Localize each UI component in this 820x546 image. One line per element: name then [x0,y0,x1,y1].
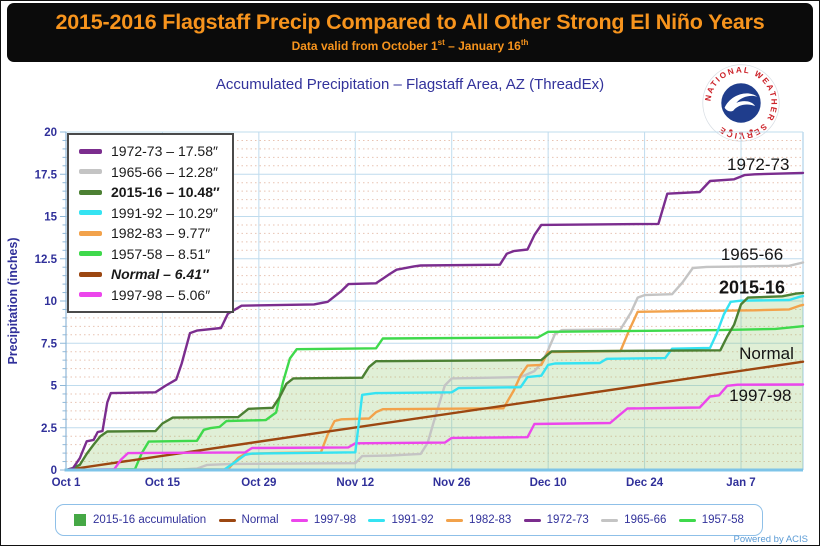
plot-label-1972-73: 1972-73 [727,154,790,174]
bottom-legend-item-1991-92[interactable]: 1991-92 [368,514,434,526]
valid-sup2: th [520,38,529,47]
bottom-legend-label: 1997-98 [313,514,357,526]
svg-text:10: 10 [44,296,57,308]
title-banner: 2015-2016 Flagstaff Precip Compared to A… [7,3,813,62]
svg-text:Nov 26: Nov 26 [433,477,471,489]
legend-row-label: 1965-66 – 12.28″ [111,163,218,180]
svg-text:Oct 15: Oct 15 [145,477,181,489]
legend-row: Normal – 6.41″ [79,264,220,285]
legend-square-icon [74,514,86,526]
bottom-legend-label: Normal [241,514,279,526]
valid-period-subtitle: Data valid from October 1st – January 16… [7,38,813,53]
legend-row: 1965-66 – 12.28″ [79,162,220,183]
plot-label-2015-16: 2015-16 [718,277,786,298]
legend-swatch-icon [79,169,102,175]
legend-row-label: 1957-58 – 8.51″ [111,245,211,262]
legend-row: 1957-58 – 8.51″ [79,244,220,265]
legend-row-label: 2015-16 – 10.48″ [111,184,220,201]
nws-logo: NATIONAL WEATHER SERVICE [702,64,780,142]
page-title: 2015-2016 Flagstaff Precip Compared to A… [55,10,765,34]
valid-pre: Data valid from October 1 [291,39,438,53]
bottom-legend-item-2015-16-accumulation[interactable]: 2015-16 accumulation [74,514,206,526]
legend-swatch-icon [79,271,102,277]
svg-text:Dec 10: Dec 10 [530,477,567,489]
y-axis-title: Precipitation (inches) [6,237,20,364]
valid-mid: – January 16 [444,39,521,53]
bottom-legend-item-1997-98[interactable]: 1997-98 [290,514,357,526]
legend-row-label: 1997-98 – 5.06″ [111,286,211,303]
series-line-1991-92 [64,294,805,472]
svg-text:Oct 1: Oct 1 [52,477,81,489]
legend-swatch-icon [79,210,102,216]
legend-row: 1982-83 – 9.77″ [79,223,220,244]
bottom-legend-label: 1957-58 [701,514,744,526]
powered-by-acis: Powered by ACIS [733,534,808,545]
legend-row: 1972-73 – 17.58″ [79,141,220,162]
svg-text:Dec 24: Dec 24 [626,477,664,489]
legend-row-label: 1972-73 – 17.58″ [111,143,218,160]
legend-swatch-icon [79,189,102,195]
legend-line-icon [601,518,619,522]
bottom-legend-label: 1991-92 [391,514,434,526]
bottom-legend-label: 2015-16 accumulation [93,514,207,526]
legend-row-label: Normal – 6.41″ [111,266,209,283]
valid-sup1: st [437,38,445,47]
svg-text:0: 0 [51,465,57,477]
season-totals-legend: 1972-73 – 17.58″ 1965-66 – 12.28″ 2015-16 … [67,133,234,313]
svg-text:Nov 12: Nov 12 [336,477,374,489]
legend-line-icon [368,518,386,522]
series-lines [64,171,805,472]
svg-text:7.5: 7.5 [41,338,58,350]
bottom-legend-item-1982-83[interactable]: 1982-83 [446,514,511,526]
bottom-legend-label: 1982-83 [469,514,512,526]
chart-subtitle: Accumulated Precipitation – Flagstaff Ar… [215,76,605,93]
legend-line-icon [678,518,696,522]
series-line-2015-16 [64,291,805,472]
legend-line-icon [218,518,236,522]
bottom-legend-item-Normal[interactable]: Normal [218,514,279,526]
series-line-1972-73 [64,171,805,472]
axis-tick-labels: 0 2.5 5 7.5 10 12.5 15 17.5 20 Oct 1 Oct 15 Oct 29 N… [6,127,756,489]
series-line-1997-98 [64,383,805,472]
legend-row: 2015-16 – 10.48″ [79,182,220,203]
legend-row: 1997-98 – 5.06″ [79,285,220,306]
plot-label-Normal: Normal [739,344,794,364]
plot-label-1997-98: 1997-98 [729,385,792,405]
bottom-legend-item-1957-58[interactable]: 1957-58 [678,514,744,526]
svg-text:Oct 29: Oct 29 [241,477,276,489]
legend-row-label: 1982-83 – 9.77″ [111,225,211,242]
legend-swatch-icon [79,292,102,298]
bottom-legend-label: 1972-73 [546,514,589,526]
series-line-1965-66 [64,261,805,472]
svg-text:5: 5 [51,381,58,393]
legend-row: 1991-92 – 10.29″ [79,203,220,224]
svg-text:12.5: 12.5 [35,254,58,266]
legend-line-icon [523,518,541,522]
accumulation-area-fill [66,292,803,470]
bottom-legend-item-1965-66[interactable]: 1965-66 [601,514,666,526]
plot-label-1965-66: 1965-66 [720,245,784,265]
legend-line-icon [290,518,308,522]
legend-swatch-icon [79,230,102,236]
logo-bird-icon [724,93,758,112]
bottom-legend-label: 1965-66 [624,514,667,526]
chart-axes [60,131,803,472]
legend-swatch-icon [79,148,102,154]
bottom-legend-item-1972-73[interactable]: 1972-73 [523,514,589,526]
legend-row-label: 1991-92 – 10.29″ [111,204,218,221]
bottom-legend-bar: 2015-16 accumulation Normal 1997-98 1991-92… [55,504,763,536]
svg-text:2.5: 2.5 [41,423,58,435]
svg-text:20: 20 [44,127,57,139]
series-line-1957-58 [64,325,805,472]
svg-text:15: 15 [44,212,57,224]
svg-text:17.5: 17.5 [35,169,58,181]
svg-text:Jan 7: Jan 7 [726,477,755,489]
legend-line-icon [446,518,464,522]
legend-swatch-icon [79,251,102,257]
